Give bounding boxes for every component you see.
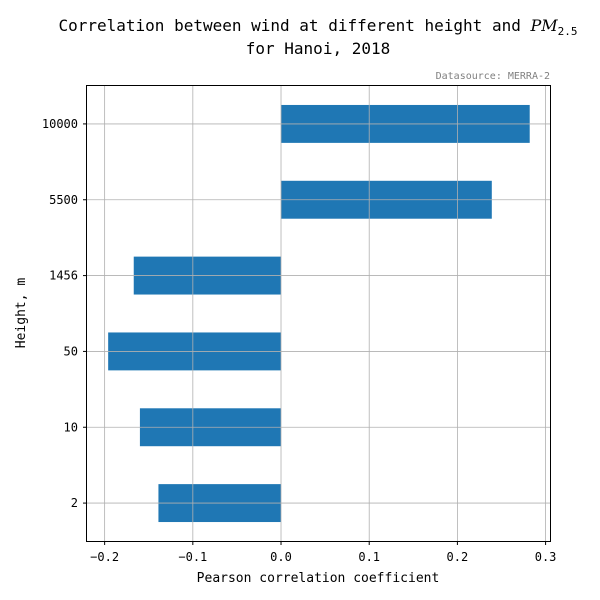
x-tick-label: 0.3: [535, 550, 557, 564]
y-axis-ticks: 2 10 50 1456 5500 10000: [42, 117, 87, 510]
title-pm: PM: [529, 16, 558, 35]
title-pm-subscript: 2.5: [558, 25, 578, 38]
grid-lines: [87, 86, 550, 541]
title-prefix: Correlation between wind at different he…: [58, 16, 530, 35]
chart-title-line1: Correlation between wind at different he…: [58, 16, 577, 38]
x-tick-label: 0.2: [447, 550, 469, 564]
y-tick-label: 50: [64, 344, 78, 358]
x-tick-label: 0.0: [270, 550, 292, 564]
data-source-note: Datasource: MERRA-2: [436, 71, 550, 82]
y-tick-label: 10000: [42, 117, 78, 131]
y-tick-label: 10: [64, 420, 78, 434]
plot-frame: [86, 85, 551, 542]
y-tick-label: 1456: [49, 269, 78, 283]
x-tick-label: 0.1: [358, 550, 380, 564]
y-tick-label: 2: [71, 496, 78, 510]
x-axis-label: Pearson correlation coefficient: [197, 571, 440, 586]
x-axis-ticks: −0.2 −0.1 0.0 0.1 0.2 0.3: [90, 541, 556, 564]
x-tick-label: −0.1: [178, 550, 207, 564]
y-axis-label: Height, m: [14, 278, 29, 349]
y-tick-label: 5500: [49, 193, 78, 207]
chart-title-line2: for Hanoi, 2018: [246, 39, 391, 58]
x-tick-label: −0.2: [90, 550, 119, 564]
